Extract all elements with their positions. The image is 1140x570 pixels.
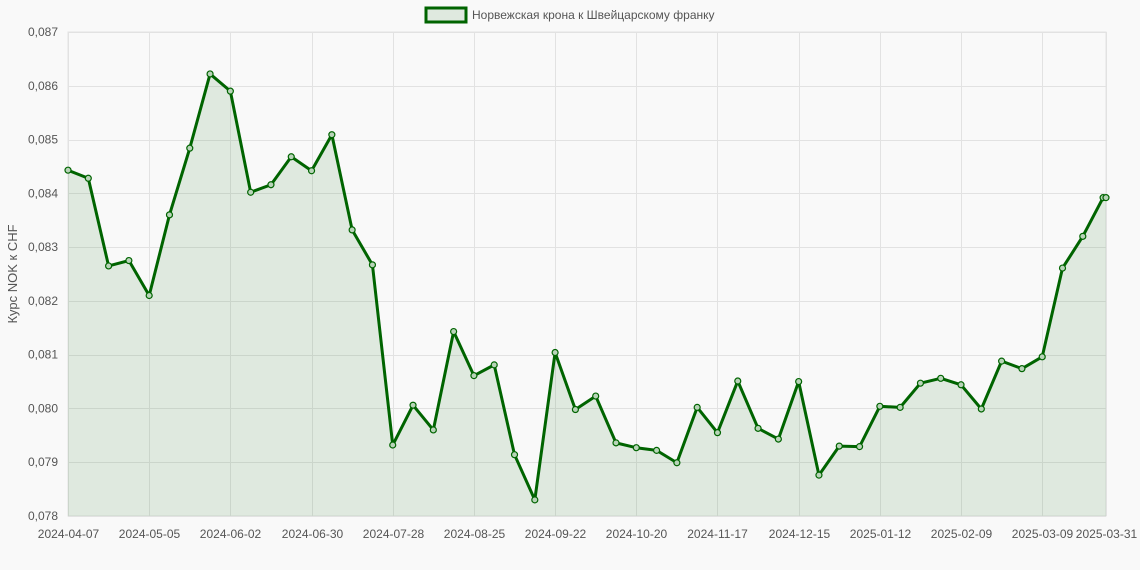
- data-point[interactable]: [998, 357, 1006, 365]
- y-tick-label: 0,086: [28, 79, 58, 93]
- data-point[interactable]: [612, 439, 620, 447]
- data-point[interactable]: [226, 87, 234, 95]
- data-point[interactable]: [1079, 232, 1087, 240]
- x-tick-label: 2024-08-25: [444, 527, 506, 541]
- x-tick-label: 2025-01-12: [850, 527, 912, 541]
- data-point[interactable]: [592, 392, 600, 400]
- series-area: [68, 73, 1106, 517]
- data-point[interactable]: [916, 379, 925, 387]
- data-point[interactable]: [977, 405, 985, 413]
- legend-label[interactable]: Норвежская крона к Швейцарскому франку: [472, 8, 715, 22]
- data-point[interactable]: [734, 377, 742, 385]
- x-tick-label: 2024-06-02: [200, 527, 262, 541]
- x-tick-label: 2024-07-28: [363, 527, 425, 541]
- y-tick-label: 0,082: [28, 294, 58, 308]
- x-tick-label: 2025-02-09: [931, 527, 993, 541]
- legend-swatch[interactable]: [424, 6, 468, 24]
- data-point[interactable]: [1038, 353, 1046, 361]
- data-point[interactable]: [186, 144, 194, 152]
- data-point[interactable]: [389, 441, 397, 449]
- x-tick-label: 2025-03-09: [1012, 527, 1074, 541]
- data-point[interactable]: [673, 459, 681, 467]
- data-point[interactable]: [64, 166, 72, 174]
- data-point[interactable]: [206, 70, 214, 78]
- legend[interactable]: Норвежская крона к Швейцарскому франку: [424, 6, 715, 24]
- data-point[interactable]: [835, 442, 843, 450]
- data-point[interactable]: [348, 226, 356, 234]
- data-point[interactable]: [104, 262, 113, 270]
- data-point[interactable]: [307, 167, 316, 175]
- data-point[interactable]: [470, 372, 478, 380]
- data-point[interactable]: [328, 131, 336, 139]
- y-tick-label: 0,084: [28, 186, 58, 200]
- data-point[interactable]: [551, 348, 559, 357]
- data-point[interactable]: [450, 327, 458, 336]
- x-tick-label: 2024-12-15: [769, 527, 831, 541]
- data-point[interactable]: [571, 405, 580, 414]
- x-tick-label: 2024-04-07: [38, 527, 100, 541]
- y-tick-label: 0,079: [28, 455, 58, 469]
- data-point[interactable]: [125, 256, 133, 265]
- y-tick-label: 0,085: [28, 133, 58, 147]
- data-point[interactable]: [145, 291, 153, 300]
- data-point[interactable]: [855, 443, 864, 451]
- data-point[interactable]: [247, 188, 255, 196]
- x-tick-label: 2024-05-05: [119, 527, 181, 541]
- y-tick-label: 0,083: [28, 240, 58, 254]
- data-point[interactable]: [1058, 264, 1067, 272]
- y-axis: 0,087 0,086 0,085 0,084 0,083 0,082 0,081 0,080…: [28, 25, 58, 523]
- data-point[interactable]: [368, 261, 377, 269]
- data-point[interactable]: [165, 211, 174, 219]
- x-tick-label: 2024-06-30: [282, 527, 344, 541]
- data-point[interactable]: [774, 435, 782, 443]
- y-tick-label: 0,081: [28, 348, 58, 362]
- data-point[interactable]: [429, 426, 437, 434]
- data-point[interactable]: [876, 402, 884, 410]
- x-tick-label: 2024-11-17: [687, 527, 748, 541]
- x-tick-label: 2024-10-20: [606, 527, 668, 541]
- x-tick-label: 2025-03-31: [1076, 527, 1138, 541]
- data-point[interactable]: [896, 403, 904, 411]
- data-point[interactable]: [84, 174, 92, 182]
- data-point[interactable]: [937, 374, 945, 382]
- y-tick-label: 0,087: [28, 25, 58, 39]
- data-point[interactable]: [531, 496, 539, 504]
- data-point[interactable]: [287, 153, 295, 161]
- x-axis: 2024-04-07 2024-05-05 2024-06-02 2024-06-30…: [38, 527, 1138, 541]
- data-point[interactable]: [1102, 194, 1110, 202]
- data-point[interactable]: [1018, 365, 1026, 373]
- data-point[interactable]: [957, 381, 965, 389]
- x-tick-label: 2024-09-22: [525, 527, 587, 541]
- y-tick-label: 0,080: [28, 401, 58, 415]
- data-point[interactable]: [510, 451, 519, 459]
- data-point[interactable]: [409, 401, 417, 409]
- y-axis-title: Курс NOK к CHF: [5, 224, 20, 323]
- data-point[interactable]: [490, 361, 498, 369]
- data-point[interactable]: [267, 181, 275, 189]
- y-tick-label: 0,078: [28, 509, 58, 523]
- data-point[interactable]: [713, 429, 722, 437]
- data-point[interactable]: [693, 403, 701, 411]
- data-point[interactable]: [632, 444, 640, 452]
- data-point[interactable]: [652, 446, 661, 454]
- data-point[interactable]: [754, 424, 762, 432]
- data-point[interactable]: [795, 377, 803, 386]
- series-layer: [64, 70, 1110, 517]
- data-point[interactable]: [815, 471, 823, 479]
